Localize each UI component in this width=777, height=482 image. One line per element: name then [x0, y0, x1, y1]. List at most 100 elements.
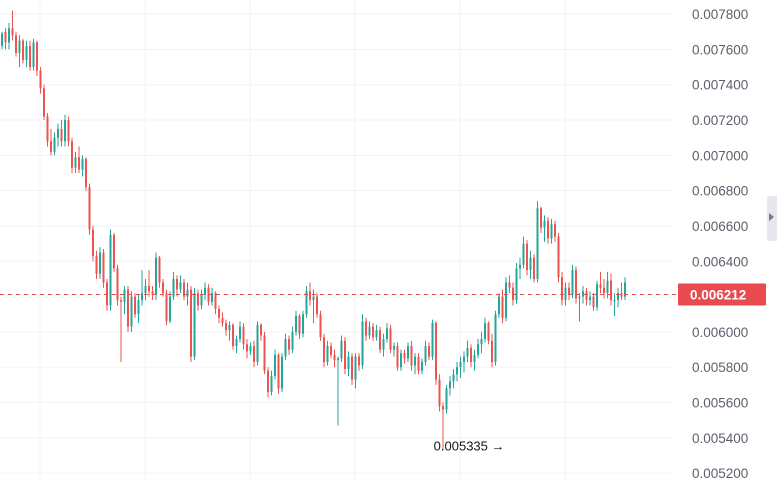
candle [354, 353, 357, 389]
candle [95, 250, 98, 279]
candle [102, 248, 105, 288]
candle [151, 286, 154, 301]
candle [484, 317, 486, 343]
candle [480, 331, 483, 354]
candle [379, 326, 381, 354]
candle [60, 120, 63, 147]
candle [417, 353, 420, 375]
candle [81, 155, 84, 177]
y-tick-label: 0.007400 [692, 78, 748, 93]
candle [169, 291, 171, 324]
candle [291, 326, 294, 354]
candle [442, 402, 444, 450]
candle [382, 333, 385, 357]
candle [134, 293, 136, 318]
candle [424, 340, 427, 366]
candle [267, 367, 269, 398]
candle [624, 277, 626, 301]
candle [536, 201, 539, 283]
candle [225, 319, 227, 336]
candle [372, 323, 374, 341]
candle [596, 280, 598, 311]
candle [32, 38, 35, 71]
candle [88, 183, 91, 235]
candle [340, 335, 343, 362]
chevron-right-icon [769, 213, 774, 221]
candle [428, 342, 430, 361]
candle [78, 146, 80, 174]
candle [498, 293, 500, 318]
grid [0, 0, 672, 482]
candle [281, 353, 283, 392]
candle [610, 273, 612, 306]
y-tick-label: 0.007800 [692, 7, 748, 22]
candle [512, 282, 514, 306]
candle [242, 323, 245, 350]
candle [606, 271, 609, 299]
candle [326, 340, 329, 366]
candle [501, 289, 504, 324]
candle [333, 349, 336, 368]
candle [288, 335, 290, 355]
candle [113, 233, 115, 272]
candle [403, 349, 406, 364]
candle [162, 278, 164, 297]
candle [358, 353, 360, 371]
candle [67, 116, 70, 147]
candle [414, 353, 416, 375]
candle [249, 342, 252, 355]
candle [386, 323, 388, 343]
candle [39, 67, 42, 94]
candle [200, 289, 203, 309]
candle [260, 323, 262, 341]
candle [494, 310, 497, 366]
candle [74, 151, 77, 174]
low-price-label: 0.005335 → [434, 438, 505, 453]
candle [617, 287, 619, 308]
y-tick-label: 0.007200 [692, 113, 748, 128]
y-tick-label: 0.006400 [692, 254, 748, 269]
y-tick-label: 0.007600 [692, 42, 748, 57]
candle [158, 256, 161, 288]
candle [116, 264, 119, 306]
candle [368, 321, 371, 339]
candle [575, 266, 577, 304]
candle [564, 282, 567, 306]
candle [550, 218, 553, 244]
candle [477, 338, 479, 359]
candle [316, 293, 318, 318]
candle [235, 335, 238, 354]
candle [15, 31, 17, 57]
candle [519, 257, 521, 279]
candle [53, 132, 56, 156]
candle [141, 270, 143, 306]
candle [421, 358, 423, 375]
y-tick-label: 0.005800 [692, 360, 748, 375]
candle [4, 28, 7, 50]
candle [578, 293, 581, 322]
candle [351, 353, 353, 385]
candle [452, 369, 455, 389]
candle [8, 22, 10, 50]
candle [459, 356, 462, 378]
candle [239, 321, 241, 343]
candle [277, 353, 280, 394]
candle [36, 40, 38, 76]
candle [1, 31, 3, 50]
candle [305, 286, 308, 318]
candle [529, 250, 532, 279]
candle [473, 349, 476, 371]
price-axis[interactable]: 0.007800 0.007600 0.007400 0.007200 0.007000… [678, 7, 766, 481]
candle [221, 312, 224, 327]
candle [123, 286, 126, 315]
candle [176, 275, 178, 297]
candle [148, 270, 150, 297]
candle [43, 84, 45, 121]
candle [214, 291, 217, 315]
candle [50, 128, 52, 156]
y-tick-label: 0.007000 [692, 148, 748, 163]
candle [375, 324, 378, 341]
candle [613, 293, 616, 317]
